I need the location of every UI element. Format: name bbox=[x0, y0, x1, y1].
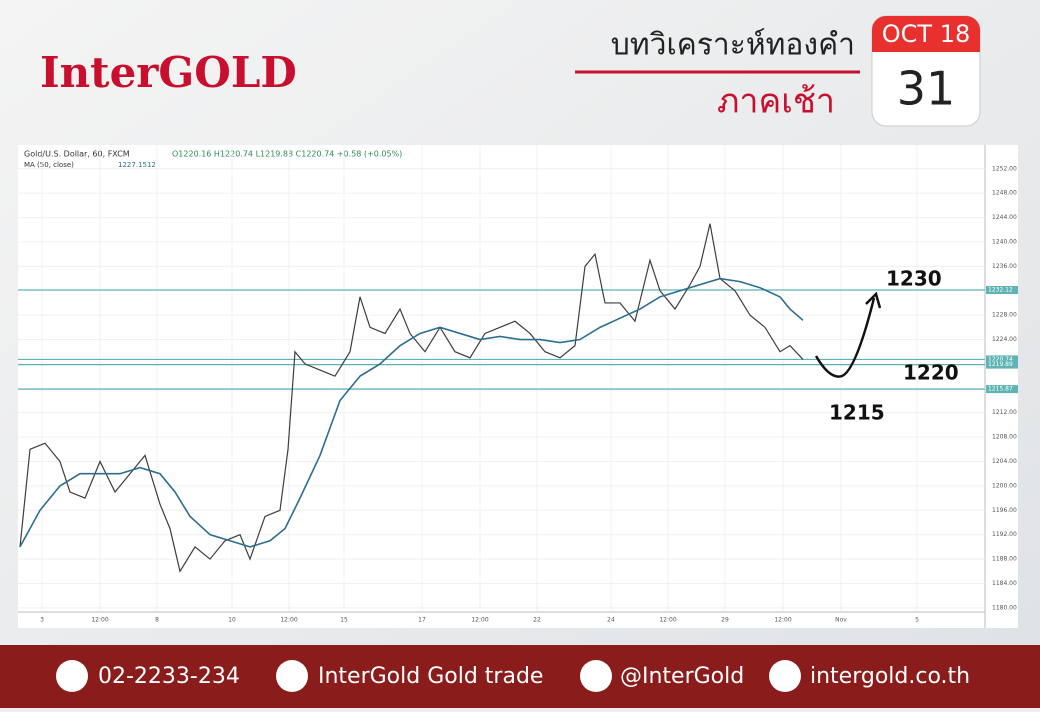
level-tag bbox=[986, 355, 1018, 364]
y-tick-label: 1240.00 bbox=[992, 238, 1017, 245]
footer-icons bbox=[56, 660, 801, 692]
x-tick-label: 17 bbox=[418, 617, 426, 624]
x-tick-label: 15 bbox=[340, 617, 348, 624]
plot: 1180.00 1184.00 1188.00 1192.00 1196.00 1200.… bbox=[18, 145, 1018, 624]
x-tick-label: Nov bbox=[835, 617, 847, 624]
brand: InterGOLD bbox=[40, 48, 297, 97]
y-tick-label: 1188.00 bbox=[992, 556, 1017, 563]
y-tick-label: 1248.00 bbox=[992, 190, 1017, 197]
website[interactable]: intergold.co.th bbox=[810, 664, 970, 689]
y-tick-label: 1252.00 bbox=[992, 165, 1017, 172]
level-label: 1232.12 bbox=[988, 287, 1013, 294]
annotation: 1230 bbox=[886, 267, 942, 291]
y-tick-label: 1236.00 bbox=[992, 263, 1017, 270]
x-tick-label: 29 bbox=[721, 617, 729, 624]
x-tick-label: 24 bbox=[607, 617, 615, 624]
y-tick-label: 1184.00 bbox=[992, 580, 1017, 587]
x-tick-label: 10 bbox=[228, 617, 236, 624]
x-tick-label: 12:00 bbox=[280, 617, 297, 624]
subtitle: ภาคเช้า bbox=[717, 82, 835, 122]
phone[interactable]: 02-2233-234 bbox=[98, 664, 240, 689]
symbol: Gold/U.S. Dollar, 60, FXCM bbox=[24, 150, 130, 159]
x-tick-label: 3 bbox=[40, 617, 44, 624]
y-tick-label: 1200.00 bbox=[992, 482, 1017, 489]
chart-panel bbox=[18, 145, 1018, 628]
level-label: 1220.74 bbox=[988, 356, 1013, 363]
level-tag bbox=[986, 360, 1018, 369]
forecast-arrow bbox=[814, 297, 876, 378]
x-tick-label: 12:00 bbox=[659, 617, 676, 624]
x-tick-label: 12:00 bbox=[774, 617, 791, 624]
level-label: 1219.89 bbox=[988, 361, 1013, 368]
y-tick-label: 1208.00 bbox=[992, 434, 1017, 441]
y-tick-label: 1196.00 bbox=[992, 507, 1017, 514]
footer bbox=[0, 645, 1040, 708]
line-id[interactable]: @InterGold bbox=[620, 664, 744, 689]
level-tag bbox=[986, 385, 1018, 394]
annotation: 1215 bbox=[829, 401, 885, 425]
ma-value: 1227.1512 bbox=[118, 161, 156, 169]
title: บทวิเคราะห์ทองคำ bbox=[611, 28, 855, 63]
calendar: OCT 18 31 bbox=[871, 15, 981, 127]
x-tick-label: 12:00 bbox=[471, 617, 488, 624]
facebook[interactable]: InterGold Gold trade bbox=[318, 664, 543, 689]
y-tick-label: 1224.00 bbox=[992, 336, 1017, 343]
y-tick-label: 1180.00 bbox=[992, 604, 1017, 611]
annotation: 1220 bbox=[903, 361, 959, 385]
series-line bbox=[19, 223, 804, 573]
calendar-day: 31 bbox=[897, 62, 956, 116]
calendar-month: OCT 18 bbox=[882, 20, 970, 48]
y-tick-label: 1192.00 bbox=[992, 531, 1017, 538]
series-line bbox=[19, 277, 804, 548]
y-tick-label: 1204.00 bbox=[992, 458, 1017, 465]
x-tick-label: 5 bbox=[915, 617, 919, 624]
y-tick-label: 1244.00 bbox=[992, 214, 1017, 221]
x-tick-label: 12:00 bbox=[91, 617, 108, 624]
x-tick-label: 8 bbox=[155, 617, 159, 624]
level-tag bbox=[986, 286, 1018, 295]
arrow-head bbox=[865, 291, 882, 309]
ma-label: MA (50, close) bbox=[24, 161, 74, 169]
y-tick-label: 1228.00 bbox=[992, 312, 1017, 319]
x-tick-label: 22 bbox=[533, 617, 541, 624]
y-tick-label: 1212.00 bbox=[992, 409, 1017, 416]
level-label: 1215.87 bbox=[988, 386, 1013, 393]
ohlc: O1220.16 H1220.74 L1219.88 C1220.74 +0.5… bbox=[172, 150, 402, 159]
